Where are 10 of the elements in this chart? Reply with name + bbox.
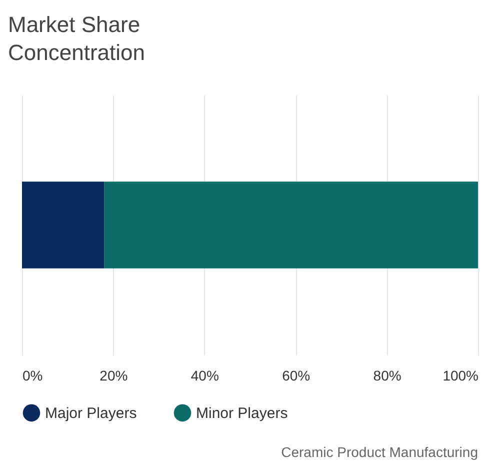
text: Ceramic Product Manufacturing bbox=[281, 444, 478, 460]
x-tick-label: 80% bbox=[373, 368, 402, 384]
x-tick-label: 20% bbox=[100, 368, 128, 384]
x-tick-label: 100% bbox=[442, 368, 478, 384]
x-tick-label: 40% bbox=[190, 368, 219, 384]
legend-label: Major Players bbox=[45, 404, 137, 422]
x-tick-label: 0% bbox=[22, 368, 43, 384]
legend-label: Minor Players bbox=[196, 404, 288, 422]
chart-title: Market Share Concentration bbox=[8, 12, 145, 65]
x-tick-label: 60% bbox=[282, 368, 310, 384]
